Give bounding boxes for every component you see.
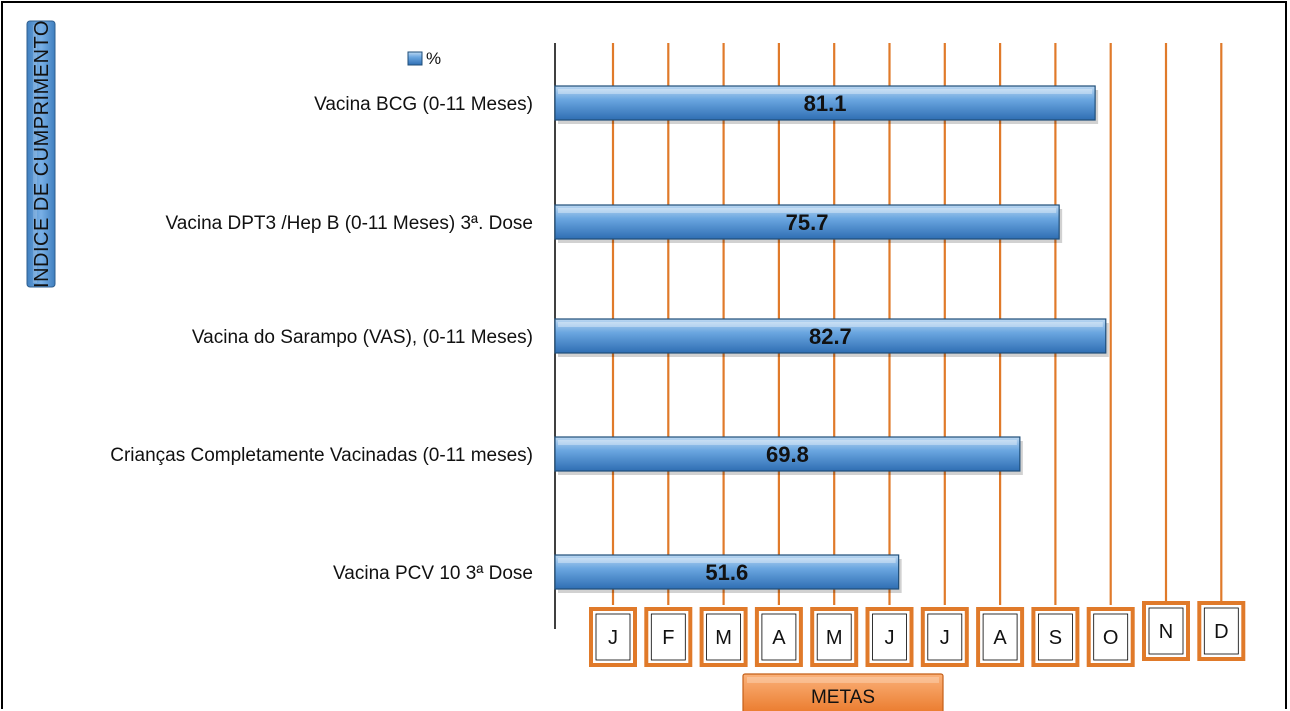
bar-highlight [558, 440, 1017, 445]
bar-highlight [558, 89, 1093, 94]
month-box-inner [1093, 613, 1129, 661]
month-tick-label: F [662, 627, 674, 649]
bar [554, 318, 1107, 354]
month-box-inner [982, 613, 1018, 661]
data-label: 51.6 [705, 560, 748, 585]
month-tick-label: O [1103, 627, 1119, 649]
month-box [1197, 601, 1246, 661]
data-label: 81.1 [804, 91, 847, 116]
month-box [644, 607, 693, 667]
month-box-inner [706, 613, 741, 661]
month-tick-label: A [993, 627, 1007, 649]
month-box-inner [1203, 607, 1239, 655]
x-axis-title-box: METAS [742, 673, 944, 711]
category-label: Crianças Completamente Vacinadas (0-11 m… [110, 445, 533, 466]
month-tick-label: S [1049, 627, 1062, 649]
month-tick-label: A [772, 627, 786, 649]
y-axis-title-box: INDICE DE CUMPRIMENTO [26, 20, 56, 288]
legend-entry: % [426, 49, 441, 68]
bar [554, 85, 1096, 121]
month-box [920, 607, 969, 667]
month-tick-label: J [608, 627, 618, 649]
data-label: 75.7 [786, 210, 829, 235]
legend: % [407, 49, 441, 68]
chart: INDICE DE CUMPRIMENTO % 81.1 Vacina BCG (… [26, 20, 1246, 711]
category-label: Vacina DPT3 /Hep B (0-11 Meses) 3ª. Dose [166, 213, 533, 234]
y-axis-title: INDICE DE CUMPRIMENTO [31, 20, 53, 288]
month-box-inner [1148, 607, 1184, 655]
month-box [1086, 607, 1135, 667]
month-box [976, 607, 1025, 667]
month-box-inner [595, 613, 631, 661]
x-axis-title: METAS [811, 687, 875, 708]
category-label: Vacina PCV 10 3ª Dose [333, 563, 533, 584]
category-label: Vacina BCG (0-11 Meses) [314, 94, 533, 115]
bar-highlight [558, 322, 1103, 327]
month-box [1142, 601, 1190, 661]
month-box-inner [872, 613, 907, 661]
category-label: Vacina do Sarampo (VAS), (0-11 Meses) [192, 327, 533, 348]
month-tick-label: J [885, 627, 895, 649]
bar [554, 204, 1060, 240]
month-box [865, 607, 914, 667]
month-box [699, 607, 748, 667]
month-box-inner [761, 613, 797, 661]
legend-swatch [407, 51, 423, 66]
bar-highlight [558, 208, 1057, 213]
month-box-inner [1038, 613, 1073, 661]
month-tick-label: D [1214, 621, 1228, 643]
month-tick-label: M [826, 627, 843, 649]
bar [554, 436, 1021, 472]
data-label: 69.8 [766, 442, 809, 467]
month-box [754, 607, 803, 667]
month-box-inner [927, 613, 963, 661]
bars: 81.1 Vacina BCG (0-11 Meses) 75.7 Vacina DP… [110, 85, 1109, 593]
month-box [810, 607, 859, 667]
data-label: 82.7 [809, 324, 852, 349]
month-box [589, 607, 637, 667]
month-tick-label: N [1159, 621, 1173, 643]
month-tick-label: M [715, 627, 732, 649]
bar [554, 554, 900, 590]
month-box-inner [650, 613, 686, 661]
month-box-inner [816, 613, 852, 661]
bar-highlight [558, 558, 896, 563]
month-tick-label: J [940, 627, 950, 649]
month-box [1031, 607, 1080, 667]
